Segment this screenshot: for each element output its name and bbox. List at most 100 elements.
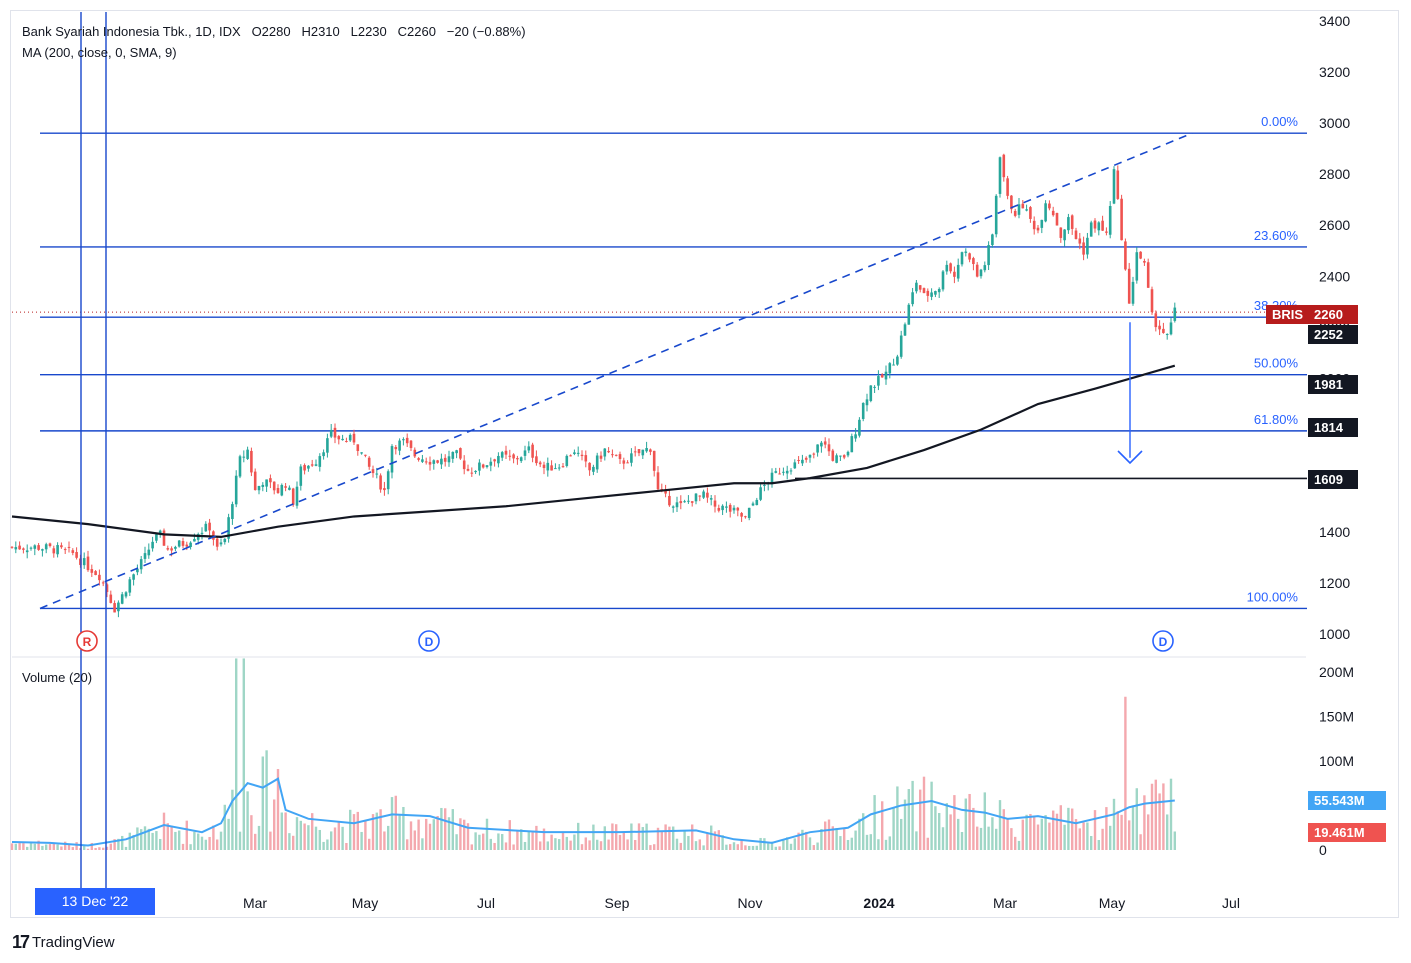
volume-bar <box>759 837 762 850</box>
volume-bar <box>869 834 872 850</box>
candle-body <box>687 500 690 502</box>
candle-body <box>907 304 911 325</box>
volume-bar <box>1150 783 1154 850</box>
volume-bar <box>512 844 515 850</box>
candle-body <box>181 541 185 546</box>
candles <box>10 153 1177 618</box>
candle-body <box>789 470 793 472</box>
candle-body <box>1120 198 1123 241</box>
candle-body <box>101 582 105 584</box>
candle-body <box>576 452 580 454</box>
volume-bar <box>90 842 93 850</box>
candle-body <box>291 488 295 505</box>
volume-bar <box>656 827 660 850</box>
candle-body <box>94 571 97 576</box>
volume-bar <box>949 814 952 850</box>
candle-body <box>86 556 90 571</box>
candle-body <box>67 546 71 548</box>
candle-body <box>383 488 386 491</box>
candle-body <box>1108 206 1112 235</box>
volume-bar <box>1101 828 1104 850</box>
candle-body <box>709 498 713 500</box>
volume-bar <box>14 843 17 850</box>
legend-ohlc: Bank Syariah Indonesia Tbk., 1D, IDX O22… <box>22 24 526 39</box>
time-axis-tick: Jul <box>477 895 495 911</box>
footer-branding[interactable]: 17 TradingView <box>12 932 115 953</box>
fib-level-label: 100.00% <box>1247 589 1299 604</box>
candle-body <box>721 505 724 511</box>
volume-bar <box>105 846 109 850</box>
volume-bar <box>162 812 166 850</box>
volume-bar <box>216 839 219 850</box>
candle-body <box>763 484 766 486</box>
candle-body <box>934 291 937 295</box>
volume-bar <box>755 845 758 850</box>
volume-bar <box>896 786 899 850</box>
candle-body <box>706 492 709 498</box>
candle-body <box>200 532 204 534</box>
volume-bar <box>687 835 690 850</box>
volume-bar <box>1166 814 1169 850</box>
candle-body <box>98 574 101 581</box>
candle-body <box>930 292 933 297</box>
candle-body <box>345 440 348 442</box>
volume-bar <box>1090 836 1093 850</box>
volume-bar <box>675 838 679 850</box>
candle-body <box>683 501 686 503</box>
volume-bar <box>983 792 986 850</box>
candle-body <box>128 579 132 593</box>
price-axis-tick: 1200 <box>1319 575 1350 591</box>
volume-bar <box>979 827 983 850</box>
candle-body <box>432 460 436 464</box>
candle-body <box>972 258 975 265</box>
candle-body <box>428 461 432 465</box>
candle-body <box>398 440 401 451</box>
candle-body <box>1059 227 1063 238</box>
volume-bar <box>238 831 242 850</box>
volume-bar <box>166 823 169 850</box>
volume-bar <box>972 807 975 850</box>
volume-bar <box>569 840 572 850</box>
volume-bar <box>64 841 67 850</box>
candle-body <box>1089 222 1093 237</box>
candle-body <box>755 499 759 506</box>
legend-ma[interactable]: MA (200, close, 0, SMA, 9) <box>22 45 177 60</box>
volume-bar <box>322 841 325 850</box>
candle-body <box>808 454 812 458</box>
volume-ma-tag: 55.543M <box>1308 791 1386 810</box>
volume-bar <box>22 843 25 850</box>
candle-body <box>436 460 439 463</box>
volume-bar <box>261 756 264 850</box>
volume-bar <box>280 812 283 850</box>
volume-bar <box>428 823 432 850</box>
volume-bar <box>409 821 413 850</box>
volume-bar <box>375 812 378 850</box>
volume-bar <box>953 795 956 850</box>
candle-body <box>918 285 922 290</box>
legend-change: −20 (−0.88%) <box>446 24 526 39</box>
volume-bar <box>527 831 530 850</box>
candle-body <box>846 451 850 456</box>
candle-body <box>523 450 527 456</box>
legend-volume[interactable]: Volume (20) <box>22 670 93 685</box>
candle-body <box>740 513 743 517</box>
candle-body <box>272 481 276 491</box>
volume-bar <box>60 846 63 850</box>
volume-bar <box>1025 814 1028 850</box>
volume-bar <box>1131 805 1135 850</box>
volume-bar <box>29 842 33 850</box>
volume-bar <box>584 837 587 850</box>
candle-body <box>234 475 238 505</box>
candle-body <box>664 490 667 494</box>
volume-bar <box>767 843 770 850</box>
candle-body <box>215 538 219 547</box>
candle-body <box>641 449 645 456</box>
candle-body <box>1082 242 1085 255</box>
volume-bar <box>938 813 941 850</box>
candle-body <box>238 456 242 477</box>
volume-bar <box>45 844 48 850</box>
candle-body <box>284 486 287 488</box>
event-marker-icon <box>418 630 440 652</box>
volume-bar <box>835 828 838 850</box>
